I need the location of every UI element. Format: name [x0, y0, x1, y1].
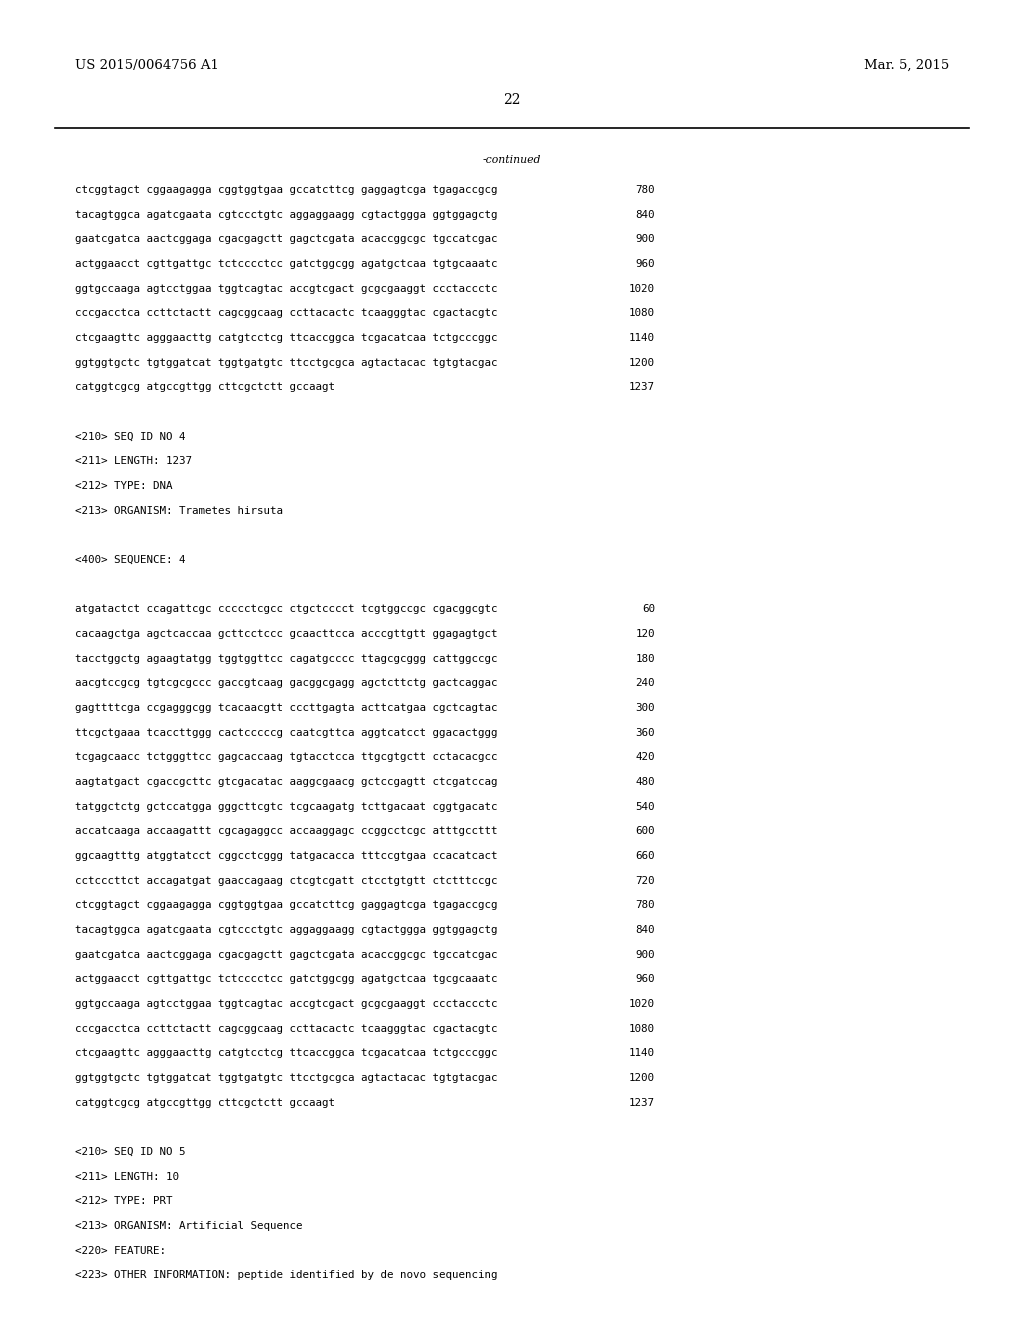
Text: <212> TYPE: PRT: <212> TYPE: PRT — [75, 1196, 172, 1206]
Text: ctcgaagttc agggaacttg catgtcctcg ttcaccggca tcgacatcaa tctgcccggc: ctcgaagttc agggaacttg catgtcctcg ttcaccg… — [75, 333, 498, 343]
Text: 60: 60 — [642, 605, 655, 614]
Text: US 2015/0064756 A1: US 2015/0064756 A1 — [75, 58, 219, 71]
Text: actggaacct cgttgattgc tctcccctcc gatctggcgg agatgctcaa tgcgcaaatc: actggaacct cgttgattgc tctcccctcc gatctgg… — [75, 974, 498, 985]
Text: 720: 720 — [636, 875, 655, 886]
Text: 22: 22 — [503, 92, 521, 107]
Text: 840: 840 — [636, 925, 655, 935]
Text: aagtatgact cgaccgcttc gtcgacatac aaggcgaacg gctccgagtt ctcgatccag: aagtatgact cgaccgcttc gtcgacatac aaggcga… — [75, 777, 498, 787]
Text: <213> ORGANISM: Artificial Sequence: <213> ORGANISM: Artificial Sequence — [75, 1221, 302, 1232]
Text: <211> LENGTH: 1237: <211> LENGTH: 1237 — [75, 457, 193, 466]
Text: 1237: 1237 — [629, 383, 655, 392]
Text: tacctggctg agaagtatgg tggtggttcc cagatgcccc ttagcgcggg cattggccgc: tacctggctg agaagtatgg tggtggttcc cagatgc… — [75, 653, 498, 664]
Text: 180: 180 — [636, 653, 655, 664]
Text: <223> OTHER INFORMATION: peptide identified by de novo sequencing: <223> OTHER INFORMATION: peptide identif… — [75, 1270, 498, 1280]
Text: <400> SEQUENCE: 4: <400> SEQUENCE: 4 — [75, 554, 185, 565]
Text: tacagtggca agatcgaata cgtccctgtc aggaggaagg cgtactggga ggtggagctg: tacagtggca agatcgaata cgtccctgtc aggagga… — [75, 925, 498, 935]
Text: 1237: 1237 — [629, 1098, 655, 1107]
Text: 1200: 1200 — [629, 358, 655, 368]
Text: 1140: 1140 — [629, 1048, 655, 1059]
Text: cctcccttct accagatgat gaaccagaag ctcgtcgatt ctcctgtgtt ctctttccgc: cctcccttct accagatgat gaaccagaag ctcgtcg… — [75, 875, 498, 886]
Text: catggtcgcg atgccgttgg cttcgctctt gccaagt: catggtcgcg atgccgttgg cttcgctctt gccaagt — [75, 1098, 335, 1107]
Text: catggtcgcg atgccgttgg cttcgctctt gccaagt: catggtcgcg atgccgttgg cttcgctctt gccaagt — [75, 383, 335, 392]
Text: cccgacctca ccttctactt cagcggcaag ccttacactc tcaagggtac cgactacgtc: cccgacctca ccttctactt cagcggcaag ccttaca… — [75, 309, 498, 318]
Text: cccgacctca ccttctactt cagcggcaag ccttacactc tcaagggtac cgactacgtc: cccgacctca ccttctactt cagcggcaag ccttaca… — [75, 1024, 498, 1034]
Text: <210> SEQ ID NO 5: <210> SEQ ID NO 5 — [75, 1147, 185, 1158]
Text: 300: 300 — [636, 704, 655, 713]
Text: ctcggtagct cggaagagga cggtggtgaa gccatcttcg gaggagtcga tgagaccgcg: ctcggtagct cggaagagga cggtggtgaa gccatct… — [75, 185, 498, 195]
Text: 900: 900 — [636, 949, 655, 960]
Text: Mar. 5, 2015: Mar. 5, 2015 — [864, 58, 949, 71]
Text: <210> SEQ ID NO 4: <210> SEQ ID NO 4 — [75, 432, 185, 442]
Text: 1200: 1200 — [629, 1073, 655, 1082]
Text: 780: 780 — [636, 185, 655, 195]
Text: tcgagcaacc tctgggttcc gagcaccaag tgtacctcca ttgcgtgctt cctacacgcc: tcgagcaacc tctgggttcc gagcaccaag tgtacct… — [75, 752, 498, 763]
Text: ggcaagtttg atggtatcct cggcctcggg tatgacacca tttccgtgaa ccacatcact: ggcaagtttg atggtatcct cggcctcggg tatgaca… — [75, 851, 498, 861]
Text: <211> LENGTH: 10: <211> LENGTH: 10 — [75, 1172, 179, 1181]
Text: gaatcgatca aactcggaga cgacgagctt gagctcgata acaccggcgc tgccatcgac: gaatcgatca aactcggaga cgacgagctt gagctcg… — [75, 949, 498, 960]
Text: ctcggtagct cggaagagga cggtggtgaa gccatcttcg gaggagtcga tgagaccgcg: ctcggtagct cggaagagga cggtggtgaa gccatct… — [75, 900, 498, 911]
Text: 240: 240 — [636, 678, 655, 688]
Text: ggtgccaaga agtcctggaa tggtcagtac accgtcgact gcgcgaaggt ccctaccctc: ggtgccaaga agtcctggaa tggtcagtac accgtcg… — [75, 999, 498, 1008]
Text: gaatcgatca aactcggaga cgacgagctt gagctcgata acaccggcgc tgccatcgac: gaatcgatca aactcggaga cgacgagctt gagctcg… — [75, 235, 498, 244]
Text: 420: 420 — [636, 752, 655, 763]
Text: <212> TYPE: DNA: <212> TYPE: DNA — [75, 480, 172, 491]
Text: <213> ORGANISM: Trametes hirsuta: <213> ORGANISM: Trametes hirsuta — [75, 506, 283, 516]
Text: <220> FEATURE:: <220> FEATURE: — [75, 1246, 166, 1255]
Text: gagttttcga ccgagggcgg tcacaacgtt cccttgagta acttcatgaa cgctcagtac: gagttttcga ccgagggcgg tcacaacgtt cccttga… — [75, 704, 498, 713]
Text: 1020: 1020 — [629, 999, 655, 1008]
Text: ggtggtgctc tgtggatcat tggtgatgtc ttcctgcgca agtactacac tgtgtacgac: ggtggtgctc tgtggatcat tggtgatgtc ttcctgc… — [75, 358, 498, 368]
Text: 120: 120 — [636, 630, 655, 639]
Text: tacagtggca agatcgaata cgtccctgtc aggaggaagg cgtactggga ggtggagctg: tacagtggca agatcgaata cgtccctgtc aggagga… — [75, 210, 498, 219]
Text: 1080: 1080 — [629, 309, 655, 318]
Text: 660: 660 — [636, 851, 655, 861]
Text: 540: 540 — [636, 801, 655, 812]
Text: tatggctctg gctccatgga gggcttcgtc tcgcaagatg tcttgacaat cggtgacatc: tatggctctg gctccatgga gggcttcgtc tcgcaag… — [75, 801, 498, 812]
Text: ggtggtgctc tgtggatcat tggtgatgtc ttcctgcgca agtactacac tgtgtacgac: ggtggtgctc tgtggatcat tggtgatgtc ttcctgc… — [75, 1073, 498, 1082]
Text: accatcaaga accaagattt cgcagaggcc accaaggagc ccggcctcgc atttgccttt: accatcaaga accaagattt cgcagaggcc accaagg… — [75, 826, 498, 837]
Text: 780: 780 — [636, 900, 655, 911]
Text: 1080: 1080 — [629, 1024, 655, 1034]
Text: 1020: 1020 — [629, 284, 655, 293]
Text: 1140: 1140 — [629, 333, 655, 343]
Text: atgatactct ccagattcgc ccccctcgcc ctgctcccct tcgtggccgc cgacggcgtc: atgatactct ccagattcgc ccccctcgcc ctgctcc… — [75, 605, 498, 614]
Text: actggaacct cgttgattgc tctcccctcc gatctggcgg agatgctcaa tgtgcaaatc: actggaacct cgttgattgc tctcccctcc gatctgg… — [75, 259, 498, 269]
Text: ttcgctgaaa tcaccttggg cactcccccg caatcgttca aggtcatcct ggacactggg: ttcgctgaaa tcaccttggg cactcccccg caatcgt… — [75, 727, 498, 738]
Text: 900: 900 — [636, 235, 655, 244]
Text: 480: 480 — [636, 777, 655, 787]
Text: 960: 960 — [636, 974, 655, 985]
Text: 960: 960 — [636, 259, 655, 269]
Text: 360: 360 — [636, 727, 655, 738]
Text: ggtgccaaga agtcctggaa tggtcagtac accgtcgact gcgcgaaggt ccctaccctc: ggtgccaaga agtcctggaa tggtcagtac accgtcg… — [75, 284, 498, 293]
Text: 600: 600 — [636, 826, 655, 837]
Text: ctcgaagttc agggaacttg catgtcctcg ttcaccggca tcgacatcaa tctgcccggc: ctcgaagttc agggaacttg catgtcctcg ttcaccg… — [75, 1048, 498, 1059]
Text: -continued: -continued — [482, 154, 542, 165]
Text: cacaagctga agctcaccaa gcttcctccc gcaacttcca acccgttgtt ggagagtgct: cacaagctga agctcaccaa gcttcctccc gcaactt… — [75, 630, 498, 639]
Text: aacgtccgcg tgtcgcgccc gaccgtcaag gacggcgagg agctcttctg gactcaggac: aacgtccgcg tgtcgcgccc gaccgtcaag gacggcg… — [75, 678, 498, 688]
Text: 840: 840 — [636, 210, 655, 219]
